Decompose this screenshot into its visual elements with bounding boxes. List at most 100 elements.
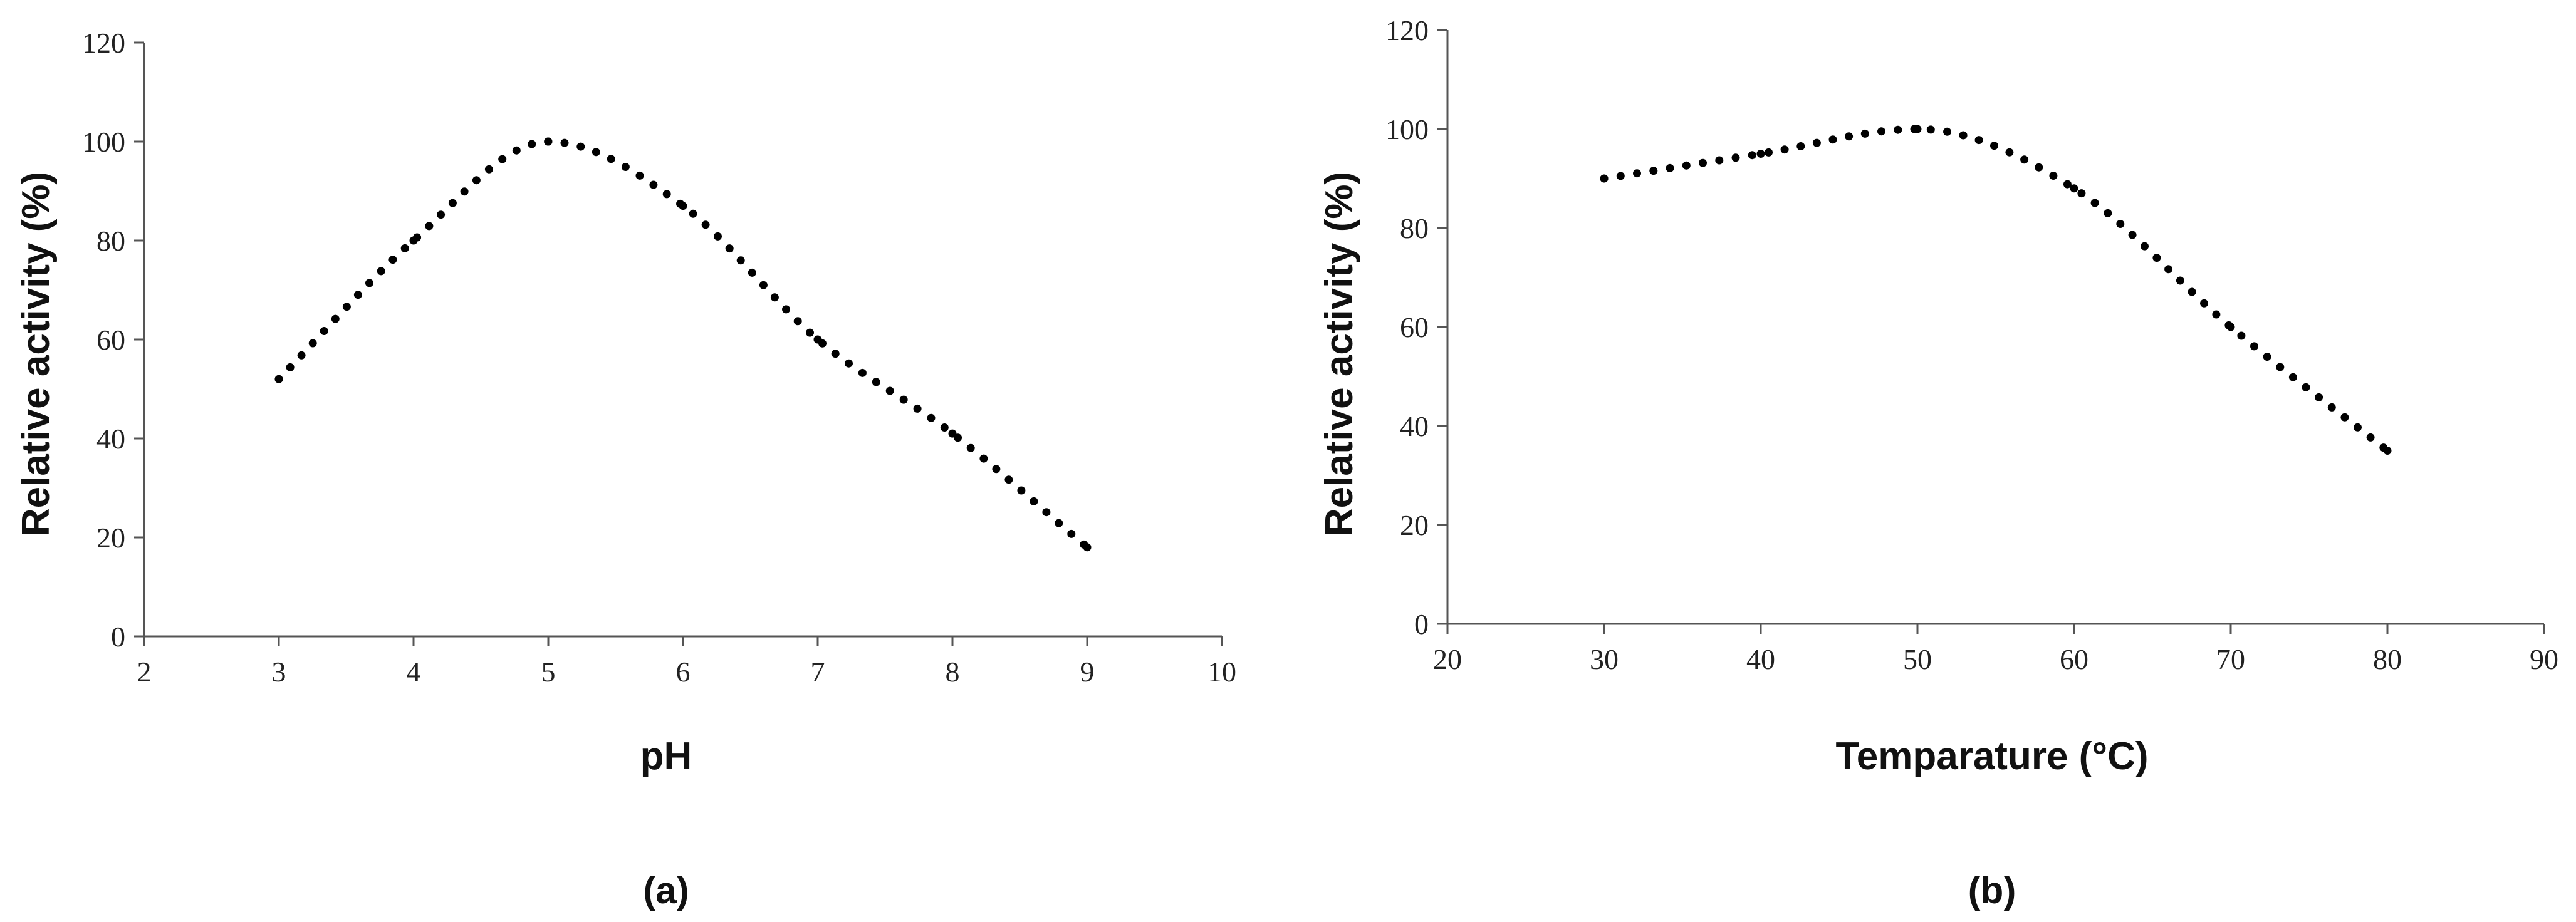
- x-tick-label: 7: [811, 656, 825, 688]
- panel-label-b: (b): [1968, 869, 2016, 911]
- data-point: [1600, 174, 1609, 183]
- y-axis-title-b: Relative activity (%): [1318, 172, 1361, 536]
- x-tick-label: 20: [1433, 643, 1462, 675]
- series-dot: [1845, 132, 1854, 141]
- x-tick-label: 4: [407, 656, 421, 688]
- series-dot: [437, 210, 446, 219]
- series-dot: [353, 291, 362, 299]
- data-point: [2070, 184, 2078, 193]
- series-dot: [342, 303, 351, 311]
- data-point: [948, 429, 957, 438]
- series-dot: [2237, 331, 2246, 340]
- series-dot: [621, 163, 630, 171]
- series-dot: [1633, 169, 1641, 178]
- series-dot: [560, 138, 569, 147]
- series-dot: [498, 155, 507, 163]
- data-point: [1913, 125, 1922, 133]
- series-dot: [1812, 138, 1821, 147]
- series-dot: [377, 267, 385, 276]
- series-dot: [472, 176, 481, 185]
- series-dot: [1780, 145, 1789, 154]
- series-dot: [927, 413, 936, 422]
- series-dot: [1715, 156, 1724, 165]
- series-dot: [2116, 220, 2125, 228]
- y-tick-label: 80: [1400, 212, 1429, 244]
- series-dot: [714, 232, 722, 241]
- series-dot: [736, 256, 745, 265]
- data-point: [2226, 323, 2235, 331]
- series-dot: [899, 395, 908, 404]
- series-dot: [1828, 135, 1837, 144]
- series-dot: [308, 339, 317, 348]
- series-dot: [2288, 373, 2297, 381]
- series-dot: [770, 293, 779, 302]
- series-dot: [400, 244, 409, 252]
- y-tick-label: 60: [1400, 311, 1429, 343]
- y-tick-label: 80: [96, 225, 125, 257]
- series-dot: [845, 359, 853, 368]
- series-dot: [2090, 199, 2099, 207]
- series-dot: [1017, 486, 1026, 495]
- series-dot: [885, 386, 894, 395]
- data-point: [1756, 150, 1765, 158]
- y-tick-label: 0: [111, 621, 125, 653]
- series-dot: [992, 465, 1001, 474]
- series-dot: [806, 328, 814, 337]
- x-axis-title-a: pH: [640, 735, 692, 778]
- series-dot: [979, 454, 988, 463]
- series-dot: [1860, 129, 1869, 138]
- x-tick-label: 8: [946, 656, 960, 688]
- series-dot: [320, 327, 328, 335]
- y-tick-label: 100: [82, 126, 125, 158]
- x-tick-label: 90: [2530, 643, 2558, 675]
- series-dot: [831, 350, 840, 358]
- x-tick-label: 40: [1746, 643, 1775, 675]
- series-dot: [1030, 497, 1038, 505]
- series-dot: [1067, 529, 1076, 538]
- y-ticks-a: 0 20 40 60 80 100 120: [82, 27, 144, 653]
- data-point: [274, 375, 283, 383]
- series-dot: [1055, 519, 1063, 527]
- data-point: [2383, 447, 2392, 455]
- series-dot: [460, 187, 469, 196]
- y-axis-title-a: Relative activity (%): [14, 172, 58, 536]
- x-tick-label: 30: [1590, 643, 1619, 675]
- series-dot: [1990, 142, 1998, 150]
- y-ticks-b: 0 20 40 60 80 100 120: [1385, 14, 1447, 640]
- series-dot: [2276, 363, 2285, 371]
- series-dot: [388, 256, 397, 264]
- series-dot: [793, 317, 802, 326]
- series-dot: [2104, 209, 2112, 217]
- series-dot: [448, 199, 457, 207]
- x-tick-label: 70: [2216, 643, 2245, 675]
- series-dot: [2200, 299, 2208, 308]
- series-dot: [701, 220, 710, 229]
- data-point: [813, 335, 822, 344]
- series-dot: [1666, 163, 1674, 172]
- series-dot: [484, 165, 493, 174]
- x-tick-label: 2: [137, 656, 152, 688]
- chart-panel-a: 0 20 40 60 80 100 120 2 3 4 5 6 7 8 9 10 pH Relative a…: [14, 27, 1236, 911]
- series-dot: [748, 268, 756, 277]
- x-ticks-b: 20 30 40 50 60 70 80 90: [1433, 624, 2558, 675]
- series-dot: [759, 281, 768, 289]
- panel-label-a: (a): [643, 869, 689, 911]
- series-dot: [1894, 125, 1902, 134]
- x-tick-label: 9: [1080, 656, 1095, 688]
- series-dot: [649, 180, 658, 189]
- series-dot: [1926, 125, 1935, 134]
- series-dot: [607, 155, 615, 163]
- series-dot: [425, 222, 434, 230]
- series-dot: [725, 244, 734, 253]
- series-dot: [1616, 172, 1625, 180]
- series-dot: [2141, 242, 2149, 251]
- x-tick-label: 5: [541, 656, 556, 688]
- series-dot: [2366, 433, 2375, 442]
- series-b-dots: [1600, 125, 2392, 455]
- series-dot: [1943, 127, 1951, 136]
- y-tick-label: 40: [96, 423, 125, 455]
- series-dot: [2035, 163, 2043, 172]
- y-tick-label: 20: [1400, 509, 1429, 541]
- series-dot: [2188, 287, 2196, 296]
